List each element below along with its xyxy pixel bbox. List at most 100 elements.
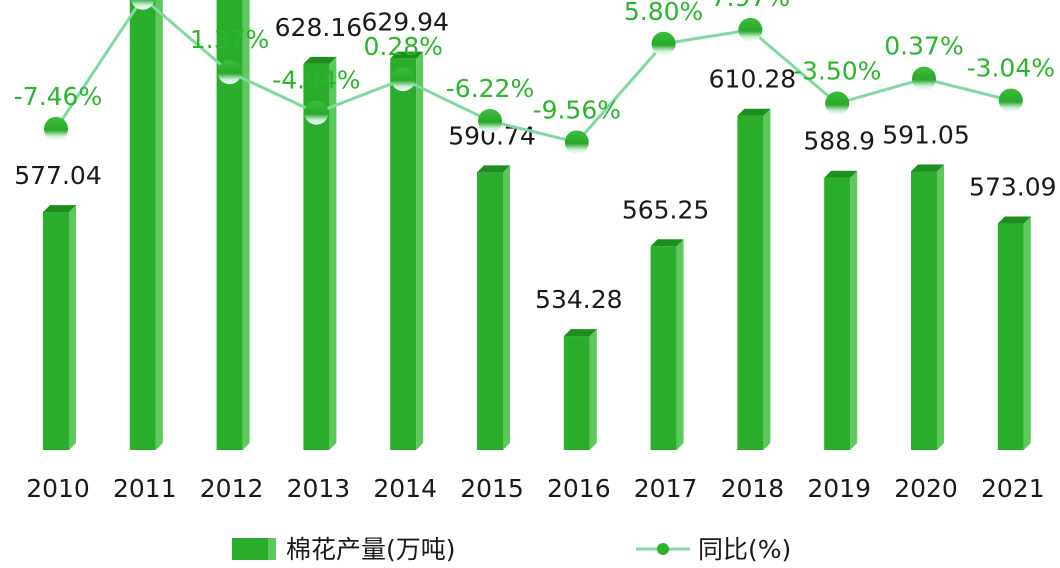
bar-value-label: 628.16 — [275, 13, 362, 42]
x-tick-label: 2013 — [287, 474, 351, 503]
growth-marker — [912, 66, 936, 91]
bar-front — [303, 63, 330, 450]
bar-value-label: 610.28 — [709, 65, 796, 94]
line-layer: -7.46%12.97%1.37%-4.94%0.28%-6.22%-9.56%… — [14, 0, 1055, 155]
bar-top — [650, 239, 684, 247]
bar-side — [937, 164, 944, 450]
growth-marker — [391, 67, 416, 92]
bar-value-label: 534.28 — [535, 285, 622, 314]
x-tick-label: 2016 — [547, 474, 611, 503]
bar-2011 — [129, 0, 163, 450]
bar-front — [737, 115, 764, 451]
bar-value-label: 588.9 — [803, 127, 875, 156]
x-tick-label: 2010 — [26, 474, 90, 503]
growth-marker — [44, 116, 68, 141]
x-tick-label: 2014 — [373, 474, 437, 503]
legend-bar-swatch — [232, 538, 276, 560]
bar-side — [155, 0, 163, 450]
legend: 棉花产量(万吨) 同比(%) — [232, 535, 791, 564]
bar-side — [850, 170, 858, 450]
bar-value-label: 565.25 — [622, 195, 709, 224]
x-tick-label: 2019 — [807, 474, 871, 503]
growth-marker — [478, 108, 502, 133]
growth-marker — [998, 88, 1023, 113]
bar-top — [303, 56, 337, 64]
bar-2020 — [911, 164, 944, 450]
growth-value-label: -7.46% — [14, 82, 102, 111]
x-tick-label: 2015 — [460, 474, 524, 503]
bar-value-label: 577.04 — [14, 161, 101, 190]
growth-value-label: 0.28% — [363, 32, 442, 61]
x-tick-label: 2012 — [200, 474, 264, 503]
growth-value-label: -3.50% — [793, 56, 881, 85]
bar-side — [416, 51, 424, 450]
bar-side — [1023, 216, 1031, 450]
bar-front — [563, 336, 590, 450]
bar-2018 — [737, 108, 771, 451]
x-tick-label: 2018 — [721, 474, 785, 503]
bar-side — [763, 108, 771, 451]
bar-top — [390, 51, 424, 59]
bar-top — [997, 216, 1031, 224]
x-tick-label: 2020 — [894, 474, 958, 503]
legend-bar-label: 棉花产量(万吨) — [286, 535, 456, 564]
bar-2015 — [477, 165, 510, 450]
x-tick-label: 2021 — [981, 474, 1045, 503]
bar-side — [69, 205, 76, 450]
growth-value-label: -9.56% — [533, 95, 621, 124]
legend-item-bar: 棉花产量(万吨) — [232, 535, 456, 564]
growth-line — [54, 0, 1012, 145]
bar-front — [650, 246, 677, 450]
growth-value-label: -3.04% — [967, 54, 1055, 83]
bars-layer: 577.04651.89660.8628.16629.94590.74534.2… — [14, 0, 1057, 451]
bar-top — [43, 205, 76, 213]
growth-value-label: 5.80% — [624, 0, 703, 26]
growth-value-label: 1.37% — [190, 25, 269, 54]
bar-front — [911, 171, 937, 450]
x-tick-label: 2017 — [634, 474, 698, 503]
growth-marker — [304, 100, 329, 125]
bar-2021 — [997, 216, 1031, 450]
bar-2014 — [390, 51, 424, 450]
bar-value-label: 629.94 — [361, 8, 448, 37]
bar-top — [911, 164, 944, 172]
legend-line-marker — [657, 543, 669, 555]
growth-marker — [564, 130, 589, 155]
bar-front — [129, 0, 156, 450]
bar-value-label: 573.09 — [969, 173, 1056, 202]
bar-2010 — [43, 205, 76, 450]
growth-marker — [217, 60, 242, 85]
x-axis-ticks: 2010 2011 2012 2013 2014 2015 2016 2017 2018 2019… — [26, 474, 1044, 503]
growth-value-label: -4.94% — [272, 66, 360, 95]
bar-side — [676, 239, 684, 450]
bar-top — [477, 165, 510, 173]
bar-2013 — [303, 56, 337, 450]
legend-bar-swatch-side — [268, 538, 276, 560]
bar-side — [503, 165, 510, 450]
bar-front — [997, 223, 1024, 450]
bar-2017 — [650, 239, 684, 450]
bar-top — [563, 329, 597, 337]
growth-marker — [651, 31, 676, 56]
legend-item-line: 同比(%) — [636, 535, 791, 564]
bar-2019 — [824, 170, 858, 450]
bar-front — [390, 58, 417, 450]
bar-top — [737, 108, 771, 116]
legend-line-label: 同比(%) — [698, 535, 791, 564]
bar-side — [242, 0, 250, 450]
growth-value-label: 7.97% — [711, 0, 790, 12]
growth-value-label: -6.22% — [446, 74, 534, 103]
bar-front — [43, 212, 69, 450]
growth-marker — [825, 91, 850, 116]
bar-front — [824, 177, 851, 450]
x-tick-label: 2011 — [113, 474, 177, 503]
bar-top — [824, 170, 858, 178]
bar-front — [477, 172, 503, 450]
growth-marker — [738, 17, 763, 42]
growth-marker — [131, 0, 155, 10]
bar-2016 — [563, 329, 597, 450]
bar-side — [589, 329, 597, 450]
growth-value-label: 0.37% — [884, 32, 963, 61]
bar-value-label: 591.05 — [882, 120, 969, 149]
